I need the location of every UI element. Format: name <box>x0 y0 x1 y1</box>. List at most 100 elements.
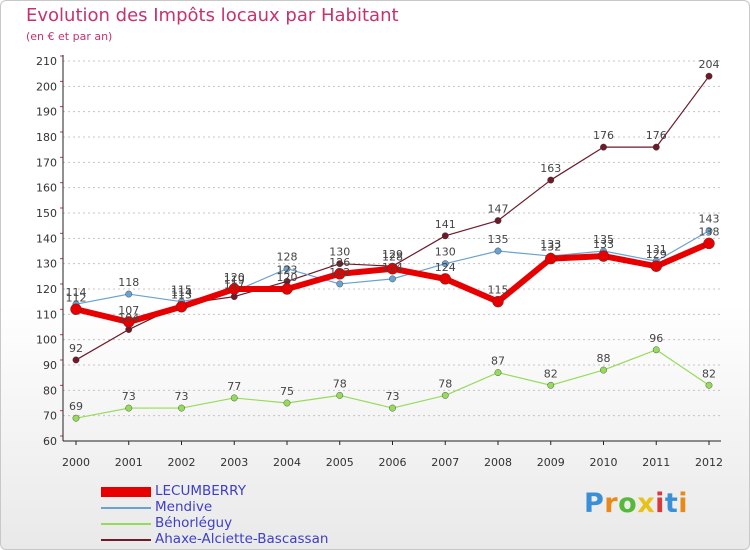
data-label-b-horl-guy: 78 <box>438 377 452 390</box>
data-point-ahaxe-alciette-bascassan <box>705 72 713 80</box>
data-point-lecumberry <box>703 237 715 250</box>
data-label-ahaxe-alciette-bascassan: 176 <box>593 129 614 142</box>
logo-letter: t <box>664 488 679 519</box>
data-point-mendive <box>283 265 291 273</box>
data-label-lecumberry: 133 <box>593 238 614 251</box>
data-point-b-horl-guy <box>705 381 713 389</box>
data-label-b-horl-guy: 96 <box>649 332 663 345</box>
legend-swatch-mendive <box>101 507 151 509</box>
data-label-b-horl-guy: 82 <box>544 367 558 380</box>
y-tick-label: 120 <box>36 283 57 296</box>
data-point-lecumberry <box>439 273 451 285</box>
data-label-mendive: 131 <box>646 243 667 256</box>
y-tick-label: 190 <box>36 106 57 119</box>
y-tick-label: 70 <box>43 410 57 423</box>
data-point-ahaxe-alciette-bascassan <box>600 143 607 151</box>
data-point-ahaxe-alciette-bascassan <box>494 217 502 225</box>
data-point-ahaxe-alciette-bascassan <box>72 356 80 364</box>
x-tick-label: 2001 <box>115 456 143 469</box>
data-label-b-horl-guy: 73 <box>386 390 400 403</box>
data-point-lecumberry <box>70 303 82 315</box>
y-tick-label: 160 <box>36 182 57 195</box>
data-point-lecumberry <box>228 283 240 295</box>
legend-label: Ahaxe-Alciette-Bascassan <box>155 531 329 547</box>
data-point-lecumberry <box>123 316 135 328</box>
y-tick-label: 130 <box>36 258 57 271</box>
data-label-b-horl-guy: 78 <box>333 377 347 390</box>
y-tick-label: 60 <box>43 435 57 448</box>
data-point-b-horl-guy <box>72 414 80 422</box>
y-tick-label: 140 <box>36 232 57 245</box>
y-tick-label: 210 <box>36 55 57 68</box>
y-tick-label: 150 <box>36 207 57 220</box>
x-tick-label: 2010 <box>590 456 618 469</box>
data-point-b-horl-guy <box>230 394 238 402</box>
data-point-lecumberry <box>334 268 346 280</box>
legend-swatch-ahaxe <box>101 539 151 541</box>
data-label-mendive: 122 <box>329 266 350 279</box>
x-tick-label: 2007 <box>431 456 459 469</box>
logo-letter: r <box>604 488 619 519</box>
data-point-ahaxe-alciette-bascassan <box>441 232 449 240</box>
x-tick-label: 2004 <box>273 456 301 469</box>
data-point-lecumberry <box>492 295 504 308</box>
data-label-mendive: 130 <box>435 246 456 259</box>
data-label-ahaxe-alciette-bascassan: 129 <box>382 248 403 261</box>
data-label-b-horl-guy: 73 <box>175 390 189 403</box>
data-point-lecumberry <box>650 260 662 272</box>
data-label-b-horl-guy: 88 <box>597 352 611 365</box>
data-label-ahaxe-alciette-bascassan: 123 <box>277 263 298 276</box>
series-line-ahaxe-alciette-bascassan <box>75 75 710 361</box>
data-label-ahaxe-alciette-bascassan: 114 <box>171 286 192 299</box>
data-label-ahaxe-alciette-bascassan: 176 <box>646 129 667 142</box>
data-label-mendive: 118 <box>118 276 139 289</box>
data-label-ahaxe-alciette-bascassan: 104 <box>118 312 139 325</box>
data-point-lecumberry <box>281 283 293 295</box>
legend-swatch-lecumberry <box>101 487 151 497</box>
legend-label: Mendive <box>155 499 213 515</box>
data-point-ahaxe-alciette-bascassan <box>547 176 555 184</box>
x-tick-label: 2000 <box>62 456 90 469</box>
data-label-lecumberry: 128 <box>382 251 403 264</box>
data-point-b-horl-guy <box>178 404 185 412</box>
data-point-lecumberry <box>386 263 399 275</box>
data-label-b-horl-guy: 87 <box>491 355 505 368</box>
data-label-mendive: 128 <box>277 251 298 264</box>
data-label-mendive: 115 <box>171 284 192 297</box>
data-point-mendive <box>125 290 133 298</box>
data-point-b-horl-guy <box>494 369 502 376</box>
data-point-lecumberry <box>175 301 188 313</box>
data-label-ahaxe-alciette-bascassan: 204 <box>699 58 720 71</box>
y-tick-label: 110 <box>36 308 57 321</box>
data-label-lecumberry: 124 <box>435 261 456 274</box>
data-point-b-horl-guy <box>441 391 449 399</box>
data-label-mendive: 135 <box>488 233 509 246</box>
data-label-ahaxe-alciette-bascassan: 163 <box>540 162 561 175</box>
y-tick-label: 80 <box>43 384 57 397</box>
x-tick-label: 2003 <box>220 456 248 469</box>
data-label-mendive: 124 <box>382 261 403 274</box>
legend-label: LECUMBERRY <box>155 483 246 499</box>
logo-letter: o <box>618 488 638 519</box>
x-tick-label: 2011 <box>642 456 670 469</box>
data-label-lecumberry: 120 <box>224 271 245 284</box>
data-label-ahaxe-alciette-bascassan: 130 <box>329 246 350 259</box>
chart-title: Evolution des Impôts locaux par Habitant <box>26 5 399 26</box>
data-label-ahaxe-alciette-bascassan: 117 <box>224 279 245 292</box>
x-tick-label: 2002 <box>168 456 196 469</box>
y-tick-label: 170 <box>36 156 57 169</box>
data-label-b-horl-guy: 82 <box>702 367 716 380</box>
data-point-b-horl-guy <box>125 404 133 412</box>
logo-letter: P <box>584 488 605 519</box>
data-point-ahaxe-alciette-bascassan <box>336 260 344 268</box>
data-label-lecumberry: 126 <box>329 256 350 269</box>
data-label-lecumberry: 129 <box>646 248 667 261</box>
data-label-b-horl-guy: 77 <box>227 380 241 393</box>
data-label-mendive: 133 <box>540 238 561 251</box>
data-point-b-horl-guy <box>547 381 555 389</box>
data-point-b-horl-guy <box>600 366 607 374</box>
data-point-mendive <box>494 247 502 255</box>
x-tick-label: 2009 <box>537 456 565 469</box>
